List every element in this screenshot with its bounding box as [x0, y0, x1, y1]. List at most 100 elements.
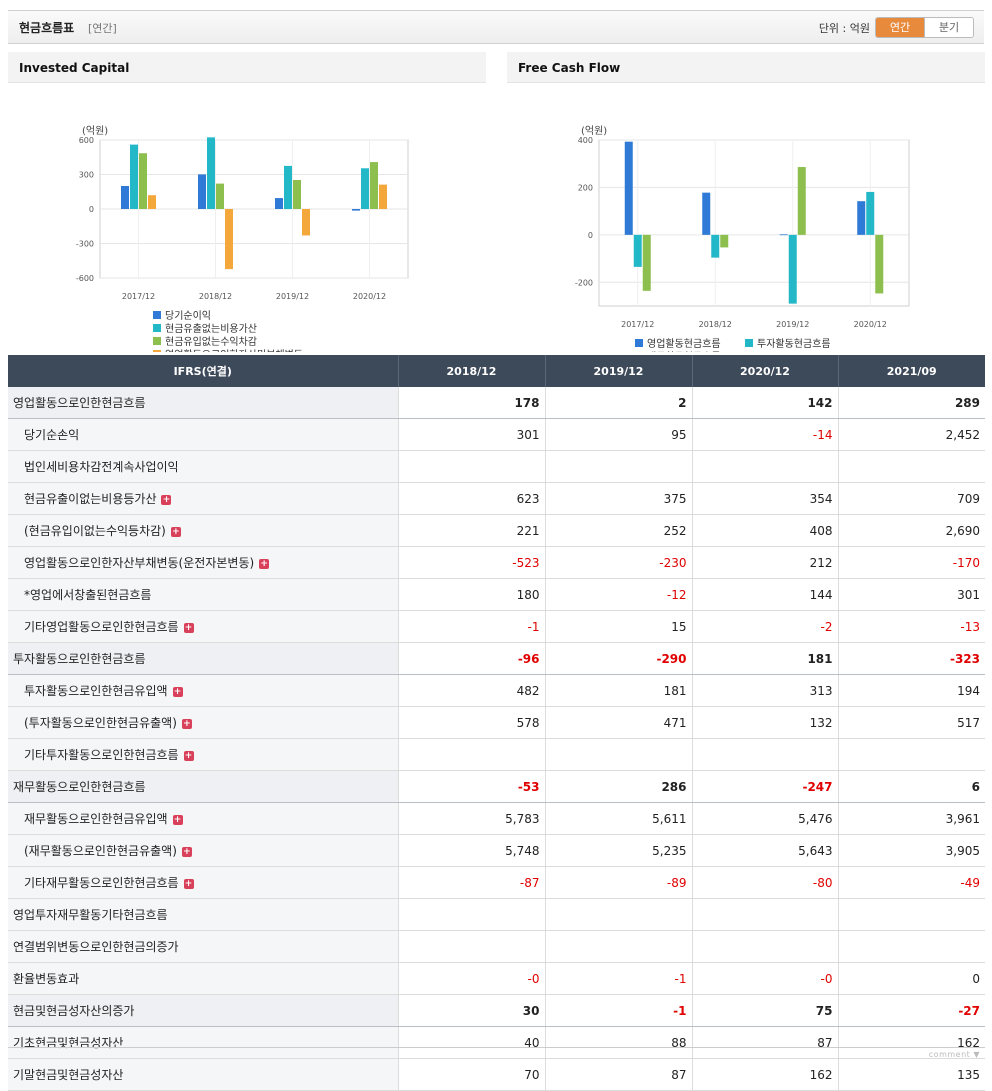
expand-icon[interactable]: + [184, 751, 194, 761]
y-tick-label: 600 [79, 136, 94, 145]
table-header-row: IFRS(연결) 2018/12 2019/12 2020/12 2021/09 [8, 355, 985, 387]
row-label: 기타투자활동으로인한현금흐름 + [8, 739, 398, 771]
expand-icon[interactable]: + [182, 847, 192, 857]
value-cell: 375 [545, 483, 692, 515]
column-header-period: 2021/09 [838, 355, 985, 387]
bar-현금유출없는비용가산-2019/12 [284, 166, 292, 209]
expand-icon[interactable]: + [173, 687, 183, 697]
expand-icon[interactable]: + [184, 879, 194, 889]
x-tick-label: 2019/12 [276, 292, 309, 301]
value-cell: 301 [838, 579, 985, 611]
legend-entry: 영업활동현금흐름 [647, 337, 721, 350]
value-cell: -230 [545, 547, 692, 579]
value-cell [838, 451, 985, 483]
value-cell [545, 739, 692, 771]
value-cell: -27 [838, 995, 985, 1027]
x-tick-label: 2019/12 [776, 320, 809, 329]
expand-icon[interactable]: + [184, 623, 194, 633]
table-row: 기말현금및현금성자산 70 87 162 135 [8, 1059, 985, 1091]
row-label: 기타재무활동으로인한현금흐름 + [8, 867, 398, 899]
column-header-period: 2020/12 [692, 355, 838, 387]
value-cell [398, 899, 545, 931]
value-cell: -1 [545, 963, 692, 995]
x-tick-label: 2018/12 [199, 292, 232, 301]
expand-icon[interactable]: + [173, 815, 183, 825]
y-tick-label: 300 [79, 171, 94, 180]
free-cash-flow-chart: (억원)400 200 0 -200 2017/12 2018/12 2019/12 2020… [507, 82, 985, 352]
row-label: 투자활동으로인한현금흐름 [8, 643, 398, 675]
expand-icon[interactable]: + [259, 559, 269, 569]
tab-quarterly[interactable]: 분기 [924, 18, 973, 37]
value-cell: 3,961 [838, 803, 985, 835]
expand-icon[interactable]: + [171, 527, 181, 537]
legend-entry: 당기순이익 [165, 310, 211, 322]
value-cell: 15 [545, 611, 692, 643]
value-cell: -87 [398, 867, 545, 899]
expand-icon[interactable]: + [182, 719, 192, 729]
table-row: 기타투자활동으로인한현금흐름 + [8, 739, 985, 771]
column-header-period: 2018/12 [398, 355, 545, 387]
value-cell: -14 [692, 419, 838, 451]
x-tick-label: 2020/12 [854, 320, 887, 329]
bar-영업활동현금흐름-2017/12 [625, 142, 633, 235]
value-cell: 482 [398, 675, 545, 707]
table-row: 투자활동으로인한현금흐름 -96 -290 181 -323 [8, 643, 985, 675]
y-tick-label: 400 [578, 136, 593, 145]
row-label: 기초현금및현금성자산 [8, 1027, 398, 1059]
bar-현금유입없는수익차감-2019/12 [293, 180, 301, 209]
value-cell: 5,643 [692, 835, 838, 867]
value-cell: 5,748 [398, 835, 545, 867]
chart-title: Invested Capital [8, 52, 486, 83]
value-cell: -12 [545, 579, 692, 611]
bar-영업활동현금흐름-2018/12 [702, 193, 710, 235]
value-cell: 2,452 [838, 419, 985, 451]
value-cell [398, 739, 545, 771]
expand-icon[interactable]: + [161, 495, 171, 505]
row-label: 현금유출이없는비용등가산 + [8, 483, 398, 515]
value-cell [692, 739, 838, 771]
value-cell: 144 [692, 579, 838, 611]
legend-swatch [153, 324, 161, 332]
value-cell: -96 [398, 643, 545, 675]
comment-toggle[interactable]: comment ▼ [929, 1050, 980, 1059]
y-tick-label: 200 [578, 183, 593, 192]
value-cell: 221 [398, 515, 545, 547]
row-label: 연결범위변동으로인한현금의증가 [8, 931, 398, 963]
row-label: (재무활동으로인한현금유출액) + [8, 835, 398, 867]
value-cell: 2 [545, 387, 692, 419]
table-row: 기타재무활동으로인한현금흐름 + -87 -89 -80 -49 [8, 867, 985, 899]
value-cell: 354 [692, 483, 838, 515]
bar-당기순이익-2017/12 [121, 186, 129, 209]
row-label: 환율변동효과 [8, 963, 398, 995]
legend-swatch [153, 337, 161, 345]
bar-당기순이익-2019/12 [275, 198, 283, 209]
value-cell: 132 [692, 707, 838, 739]
table-row: 재무활동으로인한현금유입액 +5,783 5,611 5,476 3,961 [8, 803, 985, 835]
bar-투자활동현금흐름-2018/12 [711, 235, 719, 258]
value-cell: -89 [545, 867, 692, 899]
invested-capital-chart: (억원)600 300 0 -300 -600 2017/12 2018/12 2019/12… [8, 82, 486, 352]
value-cell: 5,476 [692, 803, 838, 835]
page-title: 현금흐름표 [19, 19, 74, 36]
bar-영업활동으로인한자산및부채변동-2019/12 [302, 209, 310, 235]
value-cell: 286 [545, 771, 692, 803]
bar-투자활동현금흐름-2019/12 [789, 235, 797, 304]
y-tick-label: -300 [76, 240, 94, 249]
value-cell: 194 [838, 675, 985, 707]
y-tick-label: 0 [588, 231, 593, 240]
value-cell: -49 [838, 867, 985, 899]
x-tick-label: 2017/12 [621, 320, 654, 329]
cashflow-table: IFRS(연결) 2018/12 2019/12 2020/12 2021/09 영업활… [8, 355, 985, 1091]
tab-annual[interactable]: 연간 [876, 18, 924, 37]
table-row: 현금및현금성자산의증가 30 -1 75 -27 [8, 995, 985, 1027]
value-cell: 517 [838, 707, 985, 739]
table-row: 기초현금및현금성자산 40 88 87 162 [8, 1027, 985, 1059]
value-cell: 75 [692, 995, 838, 1027]
value-cell: 408 [692, 515, 838, 547]
value-cell [398, 931, 545, 963]
table-row: 현금유출이없는비용등가산 +623 375 354 709 [8, 483, 985, 515]
bar-현금유입없는수익차감-2020/12 [370, 162, 378, 209]
legend-entry: 현금유출없는비용가산 [165, 322, 257, 335]
table-row: (현금유입이없는수익등차감) +221 252 408 2,690 [8, 515, 985, 547]
table-row: 기타영업활동으로인한현금흐름 + -1 15 -2 -13 [8, 611, 985, 643]
